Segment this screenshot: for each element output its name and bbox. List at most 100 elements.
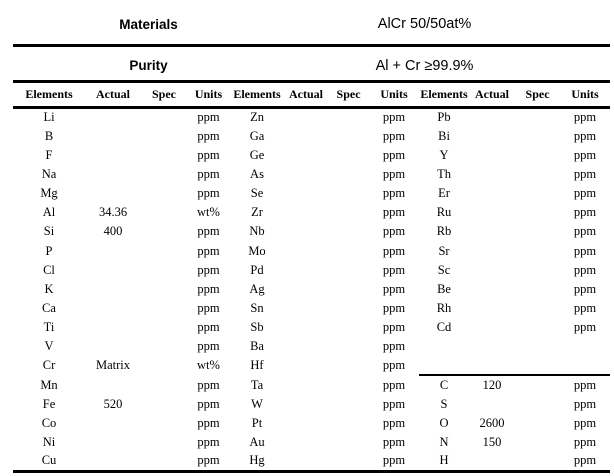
cell-units-g1: ppm	[197, 243, 220, 258]
cell-spec-g2	[328, 146, 369, 165]
table-row: Co ppm Pt ppm O 2600 ppm	[13, 414, 610, 433]
cell-actual-g1: 520	[103, 396, 123, 411]
cell-units-g3: ppm	[560, 374, 611, 395]
cell-actual-g3	[469, 356, 515, 375]
cell-spec-g3	[515, 374, 561, 395]
cell-units-g2: ppm	[382, 205, 406, 220]
cell-element-g3	[419, 356, 469, 375]
cell-actual-g2	[284, 356, 328, 375]
cell-element-g3: N	[439, 434, 449, 449]
cell-spec-g3	[515, 222, 560, 241]
table-row: Cr Matrix wt% Hf ppm	[13, 356, 610, 375]
cell-actual-g1	[85, 127, 141, 146]
cell-element-g3: Y	[439, 147, 449, 162]
cell-element-g1: V	[44, 339, 54, 354]
cell-element-g2: W	[251, 396, 263, 411]
cell-actual-g1	[85, 280, 141, 299]
cell-units-g1: ppm	[187, 452, 230, 473]
cell-spec-g2	[328, 337, 369, 356]
purity-row: Purity Al + Cr ≥99.9%	[13, 45, 611, 83]
cell-actual-g2	[284, 241, 328, 260]
cell-spec-g2	[328, 414, 369, 433]
cell-actual-g2	[284, 375, 328, 394]
cell-actual-g1	[85, 433, 141, 452]
cell-element-g1: Na	[41, 166, 57, 181]
cell-spec-g1	[141, 146, 187, 165]
cell-units-g3: ppm	[573, 300, 597, 315]
cell-units-g1: ppm	[197, 434, 220, 449]
cell-actual-g3	[469, 337, 515, 356]
cell-element-g1: Cu	[13, 452, 85, 473]
cell-spec-g2	[328, 108, 369, 127]
cell-spec-g3	[515, 356, 560, 375]
cell-spec-g3	[515, 261, 560, 280]
cell-units-g3: ppm	[573, 262, 597, 277]
cell-element-g1: Mn	[40, 377, 58, 392]
cell-actual-g1	[85, 241, 141, 260]
cell-actual-g3	[469, 203, 515, 222]
cell-element-g2: Hf	[250, 358, 264, 373]
table-row: Na ppm As ppm Th ppm	[13, 165, 610, 184]
cell-element-g3: O	[439, 415, 449, 430]
cell-element-g1: B	[44, 128, 54, 143]
cell-actual-g2	[284, 165, 328, 184]
cell-units-g1: ppm	[197, 339, 220, 354]
cell-element-g2: Mo	[248, 243, 266, 258]
column-header-actual-g2: Actual	[284, 81, 329, 109]
cell-units-g3: ppm	[573, 415, 597, 430]
cell-units-g2: ppm	[382, 320, 406, 335]
cell-actual-g1	[85, 165, 141, 184]
cell-units-g1: wt%	[197, 205, 220, 220]
cell-element-g3: Ru	[436, 205, 452, 220]
cell-units-g2: ppm	[382, 166, 406, 181]
cell-actual-g3	[469, 395, 515, 414]
cell-units-g3: ppm	[573, 186, 597, 201]
cell-spec-g3	[515, 146, 560, 165]
cell-spec-g2	[328, 375, 369, 394]
cell-element-g1: Ca	[42, 300, 56, 315]
cell-units-g2: ppm	[382, 396, 406, 411]
cell-spec-g2	[328, 395, 369, 414]
column-header-actual-g1: Actual	[85, 81, 141, 109]
cell-units-g2: ppm	[382, 110, 406, 125]
cell-element-g2: Se	[250, 186, 264, 201]
cell-actual-g2	[284, 261, 328, 280]
cell-actual-g2	[284, 299, 328, 318]
cell-units-g1: ppm	[197, 396, 220, 411]
cell-spec-g1	[141, 433, 187, 452]
cell-element-g1: Mg	[40, 186, 58, 201]
cell-element-g1: K	[44, 281, 54, 296]
cell-units-g2: ppm	[382, 128, 406, 143]
cell-spec-g3	[515, 184, 560, 203]
cell-spec-g3	[515, 318, 560, 337]
cell-element-g2: Zr	[251, 205, 263, 220]
cell-spec-g2	[328, 241, 369, 260]
cell-units-g1: ppm	[197, 224, 220, 239]
table-row: Ni ppm Au ppm N 150 ppm	[13, 433, 610, 452]
cell-units-g3: ppm	[573, 110, 597, 125]
cell-element-g2: Pt	[251, 415, 263, 430]
cell-element-g3: Er	[438, 186, 450, 201]
cell-units-g1: ppm	[197, 281, 220, 296]
table-row: Mn ppm Ta ppm C 120 ppm	[13, 374, 611, 395]
cell-units-g3: ppm	[573, 205, 597, 220]
cell-spec-g2	[328, 127, 369, 146]
cell-spec-g1	[141, 395, 187, 414]
cell-units-g3: ppm	[573, 128, 597, 143]
cell-actual-g1	[85, 337, 141, 356]
cell-element-g3: Cd	[436, 320, 452, 335]
cell-units-g2: ppm	[382, 339, 406, 354]
cell-element-g2: Ge	[249, 147, 265, 162]
cell-actual-g1	[85, 414, 141, 433]
cell-spec-g2	[328, 222, 369, 241]
cell-element-g1: Si	[43, 224, 55, 239]
cell-element-g1: Co	[41, 415, 57, 430]
purity-value: Al + Cr ≥99.9%	[284, 45, 611, 83]
cell-actual-g2	[284, 337, 328, 356]
cell-units-g2: ppm	[382, 281, 406, 296]
cell-units-g3	[560, 356, 610, 375]
cell-spec-g2	[328, 261, 369, 280]
